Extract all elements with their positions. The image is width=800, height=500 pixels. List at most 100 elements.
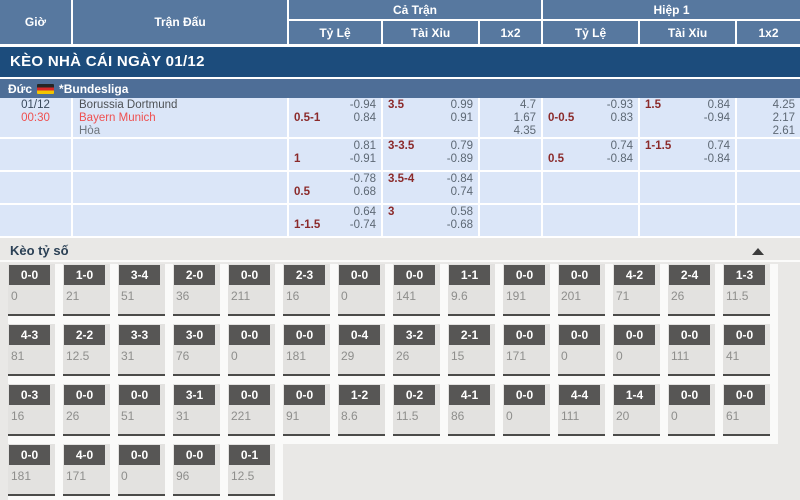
score-box: 0-0 [9, 445, 50, 465]
score-cell[interactable]: 3-2 26 [393, 324, 440, 376]
score-box: 0-1 [229, 445, 270, 465]
score-cell[interactable]: 0-0 181 [283, 324, 330, 376]
score-cell[interactable]: 0-0 41 [723, 324, 770, 376]
ft-overunder-cell[interactable]: 3 0.58 -0.68 [383, 205, 480, 236]
ft-overunder-cell[interactable]: 3.5 0.99 0.91 [383, 98, 480, 137]
h1-1x2-cell[interactable] [737, 205, 800, 236]
score-cell[interactable]: 3-3 31 [118, 324, 165, 376]
score-cell[interactable]: 1-3 11.5 [723, 264, 770, 316]
ft-handicap-cell[interactable]: 0.64 1-1.5 -0.74 [289, 205, 383, 236]
score-cell[interactable]: 0-0 181 [8, 444, 55, 496]
ft-overunder-cell[interactable]: 3.5-4 -0.84 0.74 [383, 172, 480, 203]
score-cell[interactable]: 0-0 0 [668, 384, 715, 436]
score-cell[interactable]: 0-0 0 [338, 264, 385, 316]
ft-1x2-cell[interactable] [480, 205, 543, 236]
score-cell[interactable]: 4-3 81 [8, 324, 55, 376]
score-cell[interactable]: 2-3 16 [283, 264, 330, 316]
score-cell[interactable]: 2-2 12.5 [63, 324, 110, 376]
h1-handicap-cell[interactable] [543, 172, 640, 203]
h1-handicap-cell[interactable]: 0.74 0.5 -0.84 [543, 139, 640, 170]
ft-1x2-cell[interactable] [480, 139, 543, 170]
h1-1x2-cell[interactable] [737, 172, 800, 203]
score-cell[interactable]: 1-1 9.6 [448, 264, 495, 316]
score-box: 4-1 [449, 385, 490, 405]
score-cell[interactable]: 3-1 31 [173, 384, 220, 436]
score-underline [503, 314, 550, 316]
score-odds-value: 181 [11, 469, 32, 483]
score-underline [63, 374, 110, 376]
h1-overunder-cell[interactable] [640, 205, 737, 236]
ft-handicap-cell[interactable]: 0.81 1 -0.91 [289, 139, 383, 170]
score-cell[interactable]: 0-2 11.5 [393, 384, 440, 436]
league-country-label: Đức [8, 81, 33, 96]
score-cell[interactable]: 0-0 96 [173, 444, 220, 496]
ft-handicap-cell[interactable]: -0.94 0.5-1 0.84 [289, 98, 383, 137]
ft-overunder-cell[interactable]: 3-3.5 0.79 -0.89 [383, 139, 480, 170]
score-underline [393, 434, 440, 436]
score-box: 3-3 [119, 325, 160, 345]
h1-1x2-cell[interactable]: 4.25 2.17 2.61 [737, 98, 800, 137]
match-cell [73, 139, 289, 170]
score-cell[interactable]: 2-4 26 [668, 264, 715, 316]
score-odds-value: 191 [506, 289, 527, 303]
score-cell[interactable]: 1-0 21 [63, 264, 110, 316]
score-box: 2-2 [64, 325, 105, 345]
h1-1x2-cell[interactable] [737, 139, 800, 170]
triangle-up-icon[interactable] [752, 248, 764, 255]
score-underline [63, 434, 110, 436]
h1-handicap-cell[interactable] [543, 205, 640, 236]
score-box: 0-0 [229, 265, 270, 285]
score-cell[interactable]: 0-0 0 [118, 444, 165, 496]
score-cell[interactable]: 4-0 171 [63, 444, 110, 496]
score-cell[interactable]: 0-4 29 [338, 324, 385, 376]
score-cell[interactable]: 0-0 91 [283, 384, 330, 436]
h1-overunder-cell[interactable] [640, 172, 737, 203]
score-underline [558, 314, 605, 316]
score-cell[interactable]: 4-2 71 [613, 264, 660, 316]
h1-handicap-cell[interactable]: -0.93 0-0.5 0.83 [543, 98, 640, 137]
ft-handicap-cell[interactable]: -0.78 0.5 0.68 [289, 172, 383, 203]
score-cell[interactable]: 0-3 16 [8, 384, 55, 436]
score-box: 0-0 [669, 325, 710, 345]
score-odds-value: 171 [66, 469, 87, 483]
score-cell[interactable]: 0-0 51 [118, 384, 165, 436]
score-underline [668, 434, 715, 436]
league-bar[interactable]: Đức *Bundesliga [0, 79, 800, 98]
score-cell[interactable]: 4-4 111 [558, 384, 605, 436]
score-cell[interactable]: 1-4 20 [613, 384, 660, 436]
score-cell[interactable]: 1-2 8.6 [338, 384, 385, 436]
score-cell[interactable]: 0-0 191 [503, 264, 550, 316]
match-column-header: Trận Đấu [73, 0, 289, 44]
score-cell[interactable]: 0-0 0 [558, 324, 605, 376]
score-cell[interactable]: 0-0 201 [558, 264, 605, 316]
score-box: 0-0 [174, 445, 215, 465]
score-cell[interactable]: 0-0 0 [613, 324, 660, 376]
score-cell[interactable]: 0-0 171 [503, 324, 550, 376]
score-underline [63, 314, 110, 316]
score-cell[interactable]: 2-1 15 [448, 324, 495, 376]
score-cell[interactable]: 0-0 211 [228, 264, 275, 316]
time-cell [0, 172, 73, 203]
score-cell[interactable]: 0-0 61 [723, 384, 770, 436]
score-cell[interactable]: 3-0 76 [173, 324, 220, 376]
score-cell[interactable]: 3-4 51 [118, 264, 165, 316]
score-underline [613, 374, 660, 376]
score-cell[interactable]: 0-0 0 [228, 324, 275, 376]
h1-overunder-cell[interactable]: 1-1.5 0.74 -0.84 [640, 139, 737, 170]
h1-overunder-cell[interactable]: 1.5 0.84 -0.94 [640, 98, 737, 137]
score-cell[interactable]: 0-0 111 [668, 324, 715, 376]
score-cell[interactable]: 0-0 0 [8, 264, 55, 316]
score-cell[interactable]: 2-0 36 [173, 264, 220, 316]
score-underline [393, 374, 440, 376]
score-cell[interactable]: 0-0 0 [503, 384, 550, 436]
score-cell[interactable]: 0-0 141 [393, 264, 440, 316]
score-cell[interactable]: 0-0 26 [63, 384, 110, 436]
league-name-label: *Bundesliga [59, 81, 129, 96]
score-cell[interactable]: 0-1 12.5 [228, 444, 275, 496]
score-odds-value: 181 [286, 349, 307, 363]
score-cell[interactable]: 4-1 86 [448, 384, 495, 436]
score-cell[interactable]: 0-0 221 [228, 384, 275, 436]
ft-1x2-cell[interactable]: 4.7 1.67 4.35 [480, 98, 543, 137]
ft-1x2-cell[interactable] [480, 172, 543, 203]
score-underline [448, 374, 495, 376]
